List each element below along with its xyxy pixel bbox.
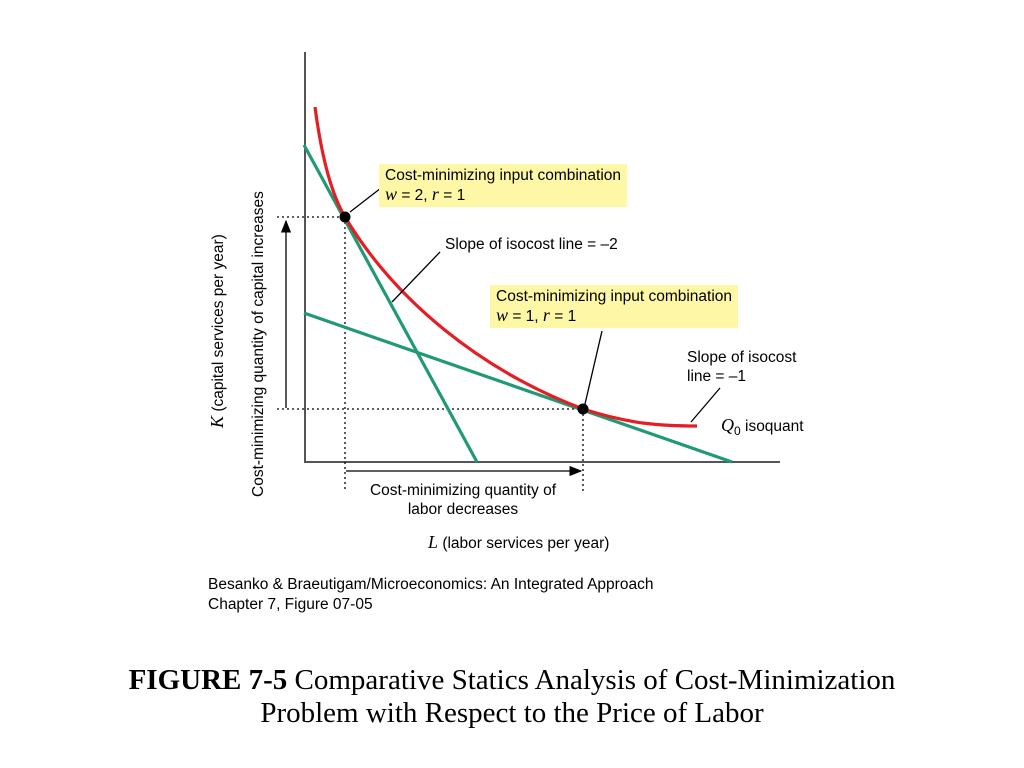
leader-slope-minus-2 [391, 251, 441, 303]
capital-increases-text: Cost-minimizing quantity of capital incr… [250, 191, 267, 497]
labor-decreases-line2: labor decreases [407, 501, 519, 518]
x-axis-label: L (labor services per year) [428, 533, 609, 553]
x-axis-symbol: L [428, 532, 439, 552]
leader-slope-minus-1 [690, 387, 721, 423]
y-axis-label: K (capital services per year) [207, 234, 228, 428]
tangency-point-w1 [577, 403, 589, 415]
callout-w1-w-symbol: w [496, 305, 509, 325]
caption-figure-number: FIGURE 7-5 [128, 664, 288, 696]
isoquant-curve [313, 106, 698, 428]
slope-minus-2-label: Slope of isocost line = –2 [445, 236, 618, 253]
y-axis-symbol: K [207, 415, 227, 428]
figure-caption: FIGURE 7-5 Comparative Statics Analysis … [0, 664, 1024, 730]
isocost-line-slope-minus-1 [303, 311, 733, 464]
callout-w1-w-value: = 1, [508, 308, 543, 325]
credit-line1: Besanko & Braeutigam/Microeconomics: An … [208, 576, 654, 593]
callout-w2-r-symbol: r [431, 184, 439, 204]
caption-line1: FIGURE 7-5 Comparative Statics Analysis … [0, 664, 1024, 697]
leader-callout-w1 [584, 330, 603, 405]
callout-w2-w-symbol: w [385, 184, 398, 204]
callout-w2-r-value: = 1 [438, 187, 466, 204]
slope-minus-1-line2: line = –1 [687, 368, 747, 385]
callout-w1-r-symbol: r [542, 305, 550, 325]
leader-callout-w2 [349, 187, 382, 213]
callout-w1: Cost-minimizing input combination w = 1,… [490, 285, 739, 328]
isocost-line-slope-minus-2 [302, 144, 479, 463]
slope-minus-1-label: Slope of isocost line = –1 [687, 348, 796, 386]
credit-line2: Chapter 7, Figure 07-05 [208, 596, 373, 613]
y-axis-text: (capital services per year) [210, 234, 227, 416]
slope-minus-1-line1: Slope of isocost [687, 349, 797, 366]
callout-w2-w-value: = 2, [397, 187, 432, 204]
labor-decreases-line1: Cost-minimizing quantity of [369, 482, 557, 499]
callout-w1-r-value: = 1 [549, 308, 577, 325]
callout-w1-title: Cost-minimizing input combination [496, 288, 733, 305]
caption-title-part1: Comparative Statics Analysis of Cost-Min… [287, 664, 896, 696]
capital-increases-label: Cost-minimizing quantity of capital incr… [249, 191, 268, 497]
callout-w2: Cost-minimizing input combination w = 2,… [379, 164, 628, 207]
isoquant-subscript: 0 [734, 424, 741, 439]
labor-decreases-label: Cost-minimizing quantity of labor decrea… [346, 481, 580, 519]
isoquant-q-symbol: Q [721, 415, 734, 435]
x-axis-text: (labor services per year) [438, 535, 610, 552]
isoquant-label: Q0 isoquant [721, 416, 804, 441]
tangency-point-w2 [339, 211, 351, 223]
caption-line2: Problem with Respect to the Price of Lab… [260, 697, 764, 729]
callout-w2-prices: w = 2, r = 1 [385, 185, 621, 205]
source-credit: Besanko & Braeutigam/Microeconomics: An … [208, 575, 653, 615]
callout-w1-prices: w = 1, r = 1 [496, 306, 732, 326]
isoquant-text: isoquant [740, 418, 804, 435]
callout-w2-title: Cost-minimizing input combination [385, 167, 622, 184]
